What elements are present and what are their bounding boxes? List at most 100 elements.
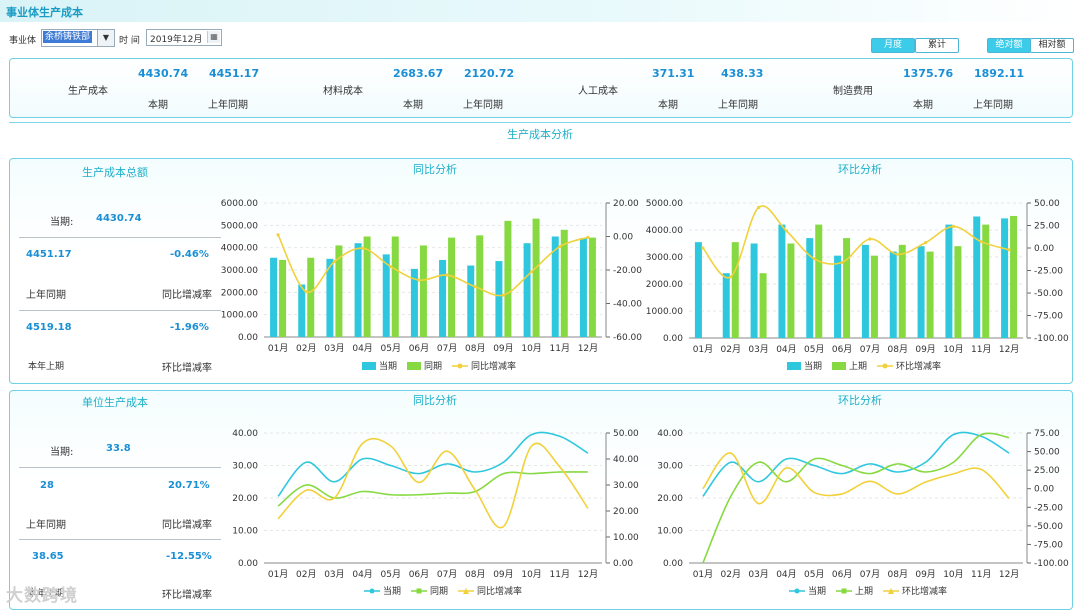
- bar-当期[interactable]: [298, 284, 306, 337]
- legend-item[interactable]: 当期: [362, 360, 397, 372]
- rate-point[interactable]: [701, 246, 705, 250]
- bar-上期[interactable]: [982, 224, 990, 338]
- bar-上期[interactable]: [898, 244, 906, 338]
- absolute-toggle-button[interactable]: 绝对额: [987, 38, 1031, 53]
- bar-同期[interactable]: [279, 259, 287, 337]
- rate-point[interactable]: [923, 241, 928, 245]
- bar-当期[interactable]: [410, 268, 418, 337]
- legend-item[interactable]: 当期: [364, 585, 401, 597]
- bar-上期[interactable]: [954, 246, 962, 338]
- bar-当期[interactable]: [694, 242, 702, 338]
- rate-point[interactable]: [979, 240, 983, 244]
- bar-当期[interactable]: [439, 259, 447, 337]
- bar-当期[interactable]: [467, 265, 475, 337]
- bar-当期[interactable]: [523, 243, 531, 337]
- bar-当期[interactable]: [834, 255, 842, 338]
- rate-point[interactable]: [445, 273, 449, 277]
- relative-toggle-button[interactable]: 相对额: [1030, 38, 1074, 53]
- legend-item[interactable]: 环比增减率: [877, 360, 941, 372]
- bar-当期[interactable]: [806, 238, 814, 338]
- bar-当期[interactable]: [1001, 218, 1009, 338]
- bar-同期[interactable]: [307, 257, 315, 337]
- bar-同期[interactable]: [448, 237, 456, 337]
- rate-point[interactable]: [586, 235, 590, 239]
- rate-point[interactable]: [729, 275, 733, 279]
- bar-当期[interactable]: [945, 224, 953, 338]
- bar-同期[interactable]: [391, 236, 399, 338]
- legend-item[interactable]: 上期: [832, 361, 867, 372]
- bar-上期[interactable]: [926, 251, 934, 338]
- bar-同期[interactable]: [532, 218, 540, 337]
- cumulative-toggle-button[interactable]: 累计: [915, 38, 959, 53]
- bar-同期[interactable]: [504, 220, 512, 337]
- bar-同期[interactable]: [419, 245, 427, 337]
- bar-同期[interactable]: [335, 245, 343, 337]
- rate-point[interactable]: [784, 229, 789, 233]
- legend-item[interactable]: 环比增减率: [883, 585, 947, 597]
- rate-point[interactable]: [812, 257, 816, 261]
- bar-上期[interactable]: [815, 224, 823, 338]
- bar-当期[interactable]: [495, 261, 503, 337]
- monthly-toggle-button[interactable]: 月度: [871, 38, 915, 53]
- bar-当期[interactable]: [889, 251, 897, 338]
- date-picker[interactable]: 2019年12月 ▦: [146, 29, 222, 46]
- rate-point[interactable]: [389, 265, 393, 269]
- rate-point[interactable]: [501, 293, 506, 297]
- bar-上期[interactable]: [843, 238, 851, 338]
- total-yoy-chart: 0.00 1000.00 2000.00 3000.00 4000.00 5000.00 6…: [221, 199, 643, 372]
- bar-当期[interactable]: [917, 246, 925, 338]
- bar-当期[interactable]: [382, 254, 390, 337]
- legend-item[interactable]: 同比增减率: [458, 585, 522, 597]
- bar-当期[interactable]: [354, 243, 362, 337]
- y2-tick-label: 20.00: [613, 507, 639, 517]
- legend-swatch: [832, 362, 846, 370]
- bar-上期[interactable]: [870, 255, 878, 338]
- legend-item[interactable]: 同期: [407, 361, 442, 372]
- chevron-down-icon[interactable]: ▼: [97, 30, 114, 46]
- rate-point[interactable]: [840, 260, 844, 264]
- bar-当期[interactable]: [750, 243, 758, 339]
- rate-point[interactable]: [1007, 248, 1011, 252]
- bar-当期[interactable]: [326, 258, 334, 337]
- kpi-separator: [19, 237, 221, 238]
- bar-当期[interactable]: [579, 238, 587, 337]
- rate-point[interactable]: [304, 290, 308, 294]
- rate-point[interactable]: [868, 237, 872, 241]
- bar-上期[interactable]: [787, 243, 795, 339]
- rate-point[interactable]: [756, 205, 761, 210]
- bar-当期[interactable]: [270, 257, 278, 337]
- summary-current-value: 4430.74: [138, 67, 189, 80]
- bar-同期[interactable]: [560, 229, 568, 337]
- rate-point[interactable]: [896, 252, 900, 256]
- legend-item[interactable]: 同期: [411, 586, 448, 597]
- y-tick-label: 40.00: [232, 429, 258, 439]
- bar-同期[interactable]: [476, 235, 484, 337]
- legend-item[interactable]: 当期: [789, 585, 826, 597]
- rate-point[interactable]: [360, 246, 365, 250]
- legend-item[interactable]: 当期: [787, 360, 822, 372]
- bar-上期[interactable]: [731, 242, 739, 338]
- bar-当期[interactable]: [778, 224, 786, 338]
- bar-同期[interactable]: [363, 236, 371, 338]
- calendar-icon[interactable]: ▦: [207, 31, 220, 43]
- bar-当期[interactable]: [551, 236, 559, 338]
- bar-上期[interactable]: [1010, 215, 1018, 338]
- rate-point[interactable]: [558, 244, 562, 249]
- rate-point[interactable]: [951, 224, 956, 228]
- rate-point[interactable]: [276, 233, 280, 237]
- legend-item[interactable]: 上期: [836, 586, 873, 597]
- bar-当期[interactable]: [861, 244, 869, 338]
- legend-item[interactable]: 同比增减率: [452, 360, 516, 372]
- bar-同期[interactable]: [588, 237, 596, 337]
- bar-当期[interactable]: [973, 216, 981, 339]
- rate-point[interactable]: [473, 285, 477, 289]
- bar-上期[interactable]: [759, 273, 767, 338]
- bar-当期[interactable]: [722, 273, 730, 338]
- entity-select[interactable]: 余桥铸铁部 ▼: [41, 29, 115, 47]
- y2-tick-label: 25.00: [1034, 466, 1060, 476]
- rate-point[interactable]: [529, 270, 534, 274]
- rate-point[interactable]: [417, 278, 421, 282]
- summary-name: 材料成本: [323, 86, 363, 97]
- rate-point[interactable]: [332, 260, 337, 264]
- summary-name: 人工成本: [578, 86, 618, 97]
